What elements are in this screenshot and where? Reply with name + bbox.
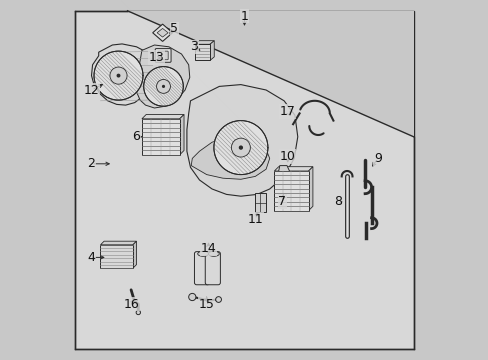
Ellipse shape [197,251,208,256]
Text: 10: 10 [279,150,295,163]
Circle shape [238,145,243,150]
Text: 3: 3 [190,40,198,53]
Text: 15: 15 [198,298,214,311]
Polygon shape [101,241,136,245]
Text: 9: 9 [373,152,381,165]
Circle shape [110,67,127,84]
Text: 7: 7 [278,195,285,208]
Circle shape [143,67,183,106]
Polygon shape [152,24,172,41]
Bar [254,193,265,212]
Circle shape [162,85,165,88]
Text: 14: 14 [200,242,216,255]
Text: 11: 11 [247,213,263,226]
Polygon shape [308,167,312,211]
Polygon shape [194,41,214,44]
Polygon shape [179,114,183,155]
Polygon shape [142,114,183,119]
Polygon shape [157,28,168,37]
Polygon shape [209,41,214,60]
Text: 8: 8 [333,195,342,208]
Polygon shape [191,137,269,179]
Polygon shape [127,11,413,137]
Text: 1: 1 [240,10,248,23]
Text: 13: 13 [148,51,164,64]
Circle shape [188,293,196,301]
Bar [274,171,308,211]
Text: 5: 5 [170,22,178,35]
Circle shape [213,121,267,175]
Text: 4: 4 [87,251,95,264]
Circle shape [136,310,140,315]
Bar [142,119,179,155]
FancyBboxPatch shape [205,252,220,285]
Text: 2: 2 [87,157,95,170]
Text: 17: 17 [279,105,295,118]
Polygon shape [133,241,136,268]
FancyBboxPatch shape [194,252,209,285]
Bar [101,245,133,268]
FancyBboxPatch shape [155,49,171,62]
Polygon shape [136,45,189,108]
Polygon shape [274,167,312,171]
Circle shape [231,138,250,157]
Circle shape [215,297,221,302]
Polygon shape [91,44,152,105]
Polygon shape [186,85,297,196]
Text: 16: 16 [123,298,139,311]
Polygon shape [278,166,289,178]
Ellipse shape [208,251,219,256]
Circle shape [156,80,170,93]
Text: 12: 12 [83,84,99,96]
Bar [194,44,209,60]
Circle shape [94,51,142,100]
FancyBboxPatch shape [158,51,168,60]
Circle shape [116,74,120,77]
Text: 6: 6 [132,130,140,143]
